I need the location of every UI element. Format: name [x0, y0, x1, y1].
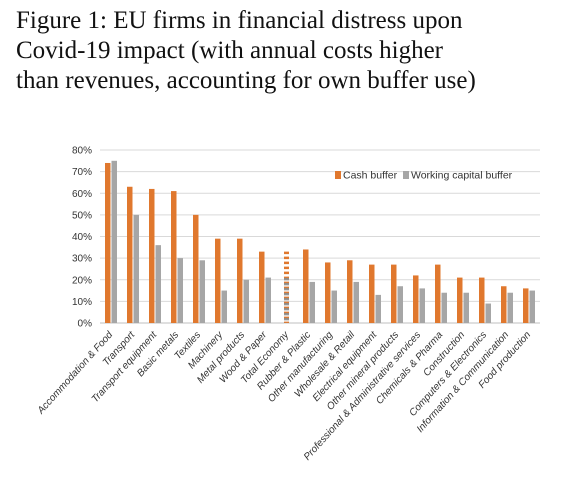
title-line-3: than revenues, accounting for own buffer…: [16, 67, 476, 94]
bar-working-capital-buffer: [375, 294, 381, 323]
chart-title: Figure 1: EU firms in financial distress…: [16, 6, 566, 96]
bar-cash-buffer: [259, 251, 265, 323]
legend-label-cash-buffer: Cash buffer: [343, 170, 398, 182]
bar-cash-buffer: [215, 238, 221, 323]
bar-cash-buffer: [105, 162, 111, 323]
x-category-label: Accommodation & Food: [35, 329, 116, 417]
bar-cash-buffer: [303, 249, 309, 323]
bar-working-capital-buffer: [353, 281, 359, 323]
bar-working-capital-buffer: [155, 245, 161, 323]
bar-cash-buffer: [325, 262, 331, 323]
bar-cash-buffer: [369, 264, 375, 323]
y-tick-label: 0%: [78, 319, 93, 330]
bar-working-capital-buffer: [485, 303, 491, 323]
bar-working-capital-buffer: [199, 260, 205, 323]
bar-working-capital-buffer: [441, 292, 447, 323]
title-line-1: Figure 1: EU firms in financial distress…: [16, 7, 463, 34]
bar-working-capital-buffer: [243, 279, 249, 323]
legend-swatch-working-capital-buffer: [403, 171, 409, 179]
y-tick-label: 10%: [72, 297, 92, 308]
bar-working-capital-buffer: [177, 258, 183, 323]
bar-cash-buffer: [501, 286, 507, 323]
bar-cash-buffer: [435, 264, 441, 323]
bar-working-capital-buffer: [133, 214, 139, 323]
bar-working-capital-buffer: [265, 277, 271, 323]
bar-working-capital-buffer: [463, 292, 469, 323]
bar-cash-buffer: [237, 238, 243, 323]
y-tick-label: 20%: [72, 275, 92, 286]
bar-working-capital-buffer: [507, 292, 513, 323]
bar-cash-buffer: [457, 277, 463, 323]
bar-working-capital-buffer: [309, 281, 315, 323]
bar-working-capital-buffer: [331, 290, 337, 323]
y-tick-label: 80%: [72, 146, 92, 157]
bar-cash-buffer: [149, 188, 155, 323]
y-tick-label: 40%: [72, 232, 92, 243]
legend-label-working-capital-buffer: Working capital buffer: [411, 170, 513, 182]
bar-working-capital-buffer: [221, 290, 227, 323]
bar-working-capital-buffer: [397, 286, 403, 323]
y-tick-label: 70%: [72, 167, 92, 178]
y-tick-label: 50%: [72, 210, 92, 221]
bar-cash-buffer: [127, 186, 133, 323]
bar-working-capital-buffer: [529, 290, 535, 323]
bar-working-capital-buffer: [419, 288, 425, 323]
bar-working-capital-buffer: [111, 160, 117, 323]
bar-cash-buffer: [413, 275, 419, 323]
y-tick-label: 30%: [72, 254, 92, 265]
title-line-2: Covid-19 impact (with annual costs highe…: [16, 37, 444, 64]
bar-cash-buffer: [479, 277, 485, 323]
bar-cash-buffer: [171, 191, 177, 323]
bar-cash-buffer: [523, 288, 529, 323]
bar-cash-buffer: [347, 260, 353, 323]
bar-cash-buffer: [391, 264, 397, 323]
y-tick-label: 60%: [72, 189, 92, 200]
legend-swatch-cash-buffer: [335, 171, 341, 179]
bar-cash-buffer: [193, 214, 199, 323]
